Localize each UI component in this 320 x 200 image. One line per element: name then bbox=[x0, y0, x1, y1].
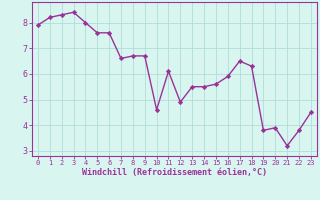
X-axis label: Windchill (Refroidissement éolien,°C): Windchill (Refroidissement éolien,°C) bbox=[82, 168, 267, 177]
